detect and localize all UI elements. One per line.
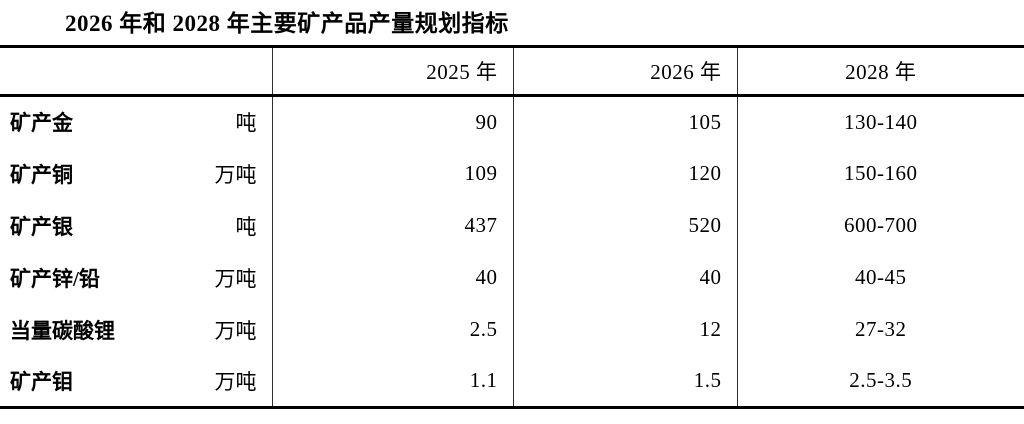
item-label: 矿产金 xyxy=(10,111,73,136)
value-2028: 40-45 xyxy=(736,251,1024,304)
value-2028: 27-32 xyxy=(736,303,1024,356)
value-2028: 600-700 xyxy=(736,199,1024,252)
unit-label: 万吨 xyxy=(214,369,257,394)
header-cell-2028: 2028 年 xyxy=(736,46,1024,97)
header-row: 2025 年 2026 年 2028 年 xyxy=(0,46,1024,97)
item-label: 矿产铜 xyxy=(10,162,73,187)
item-cell: 矿产金 吨 xyxy=(0,96,272,148)
mineral-output-plan-table: 2025 年 2026 年 2028 年 矿产金 吨 90 105 130-14… xyxy=(0,45,1024,409)
value-2025: 40 xyxy=(271,251,513,304)
table-body: 矿产金 吨 90 105 130-140 矿产铜 万吨 109 120 150-… xyxy=(0,95,1024,408)
value-2025: 437 xyxy=(271,199,513,252)
table-row-molybdenum: 矿产钼 万吨 1.1 1.5 2.5-3.5 xyxy=(0,355,1024,408)
header-cell-item xyxy=(0,46,272,97)
value-2026: 120 xyxy=(512,147,737,200)
table-row-copper: 矿产铜 万吨 109 120 150-160 xyxy=(0,147,1024,200)
header-cell-2026: 2026 年 xyxy=(512,46,737,97)
table-row-lithium-carbonate: 当量碳酸锂 万吨 2.5 12 27-32 xyxy=(0,303,1024,356)
item-label: 矿产银 xyxy=(10,214,73,239)
item-label: 矿产钼 xyxy=(10,369,73,394)
table-header: 2025 年 2026 年 2028 年 xyxy=(0,46,1024,97)
table-row-zinc-lead: 矿产锌/铅 万吨 40 40 40-45 xyxy=(0,251,1024,304)
value-2026: 12 xyxy=(512,303,737,356)
table-row-gold: 矿产金 吨 90 105 130-140 xyxy=(0,95,1024,148)
item-label: 当量碳酸锂 xyxy=(10,318,115,343)
unit-label: 万吨 xyxy=(214,318,257,343)
item-cell: 矿产银 吨 xyxy=(0,200,272,252)
table-row-silver: 矿产银 吨 437 520 600-700 xyxy=(0,199,1024,252)
unit-label: 万吨 xyxy=(214,162,257,187)
table-title: 2026 年和 2028 年主要矿产品产量规划指标 xyxy=(65,11,509,36)
value-2025: 109 xyxy=(271,147,513,200)
value-2025: 90 xyxy=(271,95,513,148)
item-cell: 矿产钼 万吨 xyxy=(0,356,272,408)
value-2028: 130-140 xyxy=(736,95,1024,148)
value-2028: 2.5-3.5 xyxy=(736,355,1024,408)
value-2025: 1.1 xyxy=(271,355,513,408)
item-label: 矿产锌/铅 xyxy=(10,266,100,291)
value-2026: 1.5 xyxy=(512,355,737,408)
value-2025: 2.5 xyxy=(271,303,513,356)
item-cell: 当量碳酸锂 万吨 xyxy=(0,304,272,356)
value-2028: 150-160 xyxy=(736,147,1024,200)
unit-label: 吨 xyxy=(235,214,257,239)
value-2026: 105 xyxy=(512,95,737,148)
header-cell-2025: 2025 年 xyxy=(271,46,513,97)
value-2026: 520 xyxy=(512,199,737,252)
unit-label: 万吨 xyxy=(214,266,257,291)
value-2026: 40 xyxy=(512,251,737,304)
item-cell: 矿产铜 万吨 xyxy=(0,148,272,200)
item-cell: 矿产锌/铅 万吨 xyxy=(0,252,272,304)
unit-label: 吨 xyxy=(235,111,257,136)
